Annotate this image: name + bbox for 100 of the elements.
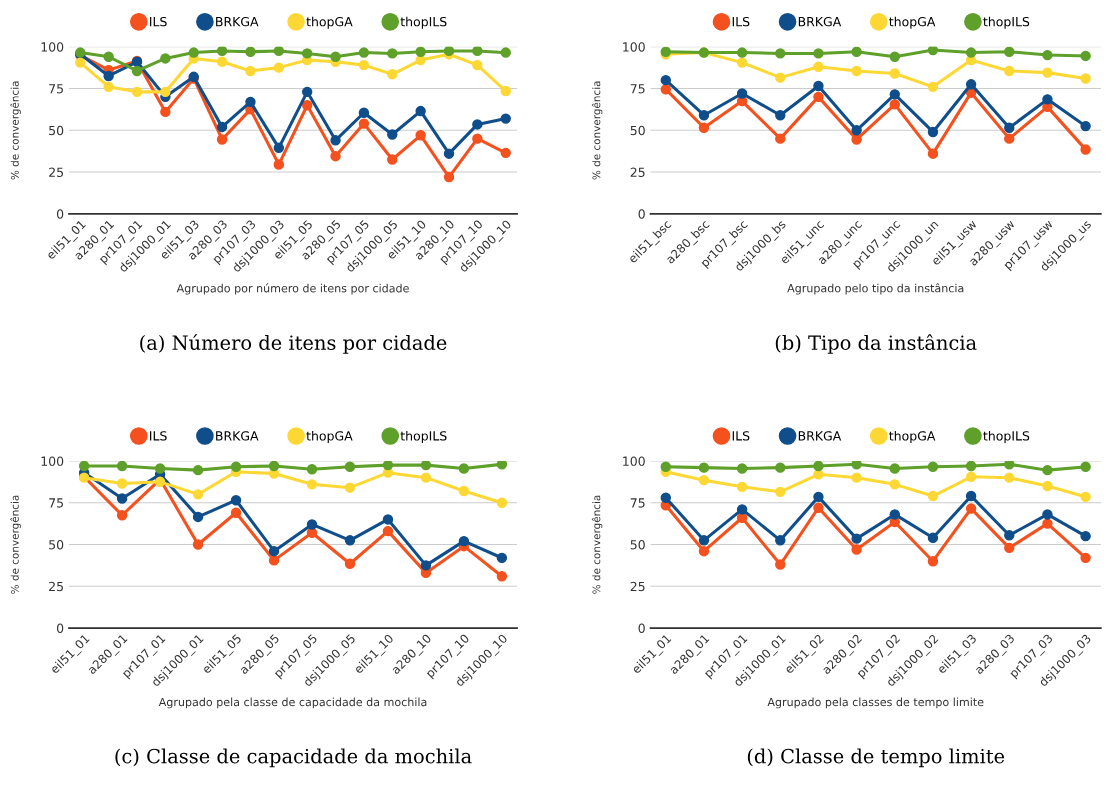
point xyxy=(188,47,199,58)
point xyxy=(344,558,356,569)
legend-label: BRKGA xyxy=(798,16,842,27)
point xyxy=(927,148,939,159)
legend-label: BRKGA xyxy=(216,431,259,441)
point xyxy=(1080,73,1091,84)
point xyxy=(1080,552,1091,564)
point xyxy=(344,482,356,493)
legend-label: thopGA xyxy=(889,16,936,29)
point xyxy=(358,107,370,118)
point xyxy=(330,150,341,162)
point xyxy=(1004,542,1015,554)
point xyxy=(965,47,977,58)
point xyxy=(387,129,398,140)
point xyxy=(698,122,710,133)
point xyxy=(1004,530,1015,541)
point xyxy=(851,65,862,77)
text: (b) Tipo da instância xyxy=(775,334,977,354)
y-axis-title: % de convergência xyxy=(591,81,603,180)
point xyxy=(927,46,939,56)
point xyxy=(775,486,786,498)
point xyxy=(160,53,171,64)
point xyxy=(458,535,470,547)
legend-label: ILS xyxy=(732,16,750,27)
point xyxy=(736,481,748,493)
point xyxy=(813,502,824,513)
point xyxy=(245,96,256,108)
point xyxy=(889,479,900,490)
legend-label: thopGA xyxy=(306,430,353,444)
point xyxy=(387,154,398,165)
point xyxy=(382,460,394,471)
legend-label: thopILS xyxy=(400,16,447,29)
y-tick-label: 75 xyxy=(49,498,63,508)
y-axis-title: % de convergência xyxy=(591,495,603,594)
point xyxy=(851,544,862,555)
y-tick-label: 75 xyxy=(49,84,63,94)
point xyxy=(420,472,432,483)
point xyxy=(775,133,786,144)
point xyxy=(1042,480,1053,492)
point xyxy=(500,147,511,159)
point xyxy=(889,89,900,100)
point xyxy=(75,57,86,68)
point xyxy=(1004,46,1015,57)
y-tick-label: 25 xyxy=(630,167,645,177)
y-tick-label: 75 xyxy=(630,84,645,94)
point xyxy=(496,497,508,508)
point xyxy=(813,80,824,92)
point xyxy=(415,105,426,117)
point xyxy=(472,46,483,57)
point xyxy=(698,110,710,121)
point xyxy=(301,100,313,111)
point xyxy=(154,463,166,474)
y-axis-title: % de convergência xyxy=(10,81,21,180)
point xyxy=(813,491,824,503)
point xyxy=(387,69,398,80)
point xyxy=(245,65,256,77)
point xyxy=(103,81,114,93)
point xyxy=(103,70,114,82)
point xyxy=(889,51,900,62)
text: (a) Número de itens por cidade xyxy=(140,334,447,354)
point xyxy=(496,552,508,564)
point xyxy=(1042,518,1053,529)
point xyxy=(358,118,370,129)
point xyxy=(245,46,256,57)
y-tick-label: 25 xyxy=(49,167,63,177)
text: (c) Classe de capacidade da mochila xyxy=(115,748,472,768)
point xyxy=(851,460,862,470)
point xyxy=(472,119,483,130)
point xyxy=(420,560,432,571)
point xyxy=(103,51,114,62)
y-tick-label: 0 xyxy=(56,209,64,219)
point xyxy=(851,134,862,145)
point xyxy=(736,463,748,474)
point xyxy=(889,463,900,474)
point xyxy=(965,79,977,90)
point xyxy=(443,148,455,159)
point xyxy=(273,142,285,154)
y-tick-label: 50 xyxy=(49,539,64,550)
point xyxy=(306,479,318,490)
point xyxy=(1042,67,1053,78)
y-tick-label: 0 xyxy=(638,623,645,633)
point xyxy=(192,464,204,476)
point xyxy=(1042,464,1053,476)
legend-label: thopGA xyxy=(306,16,353,29)
y-tick-label: 75 xyxy=(630,498,645,508)
point xyxy=(775,559,786,570)
point xyxy=(775,535,786,546)
point xyxy=(273,62,285,73)
point xyxy=(813,460,824,472)
point xyxy=(965,490,977,502)
point xyxy=(1042,94,1053,105)
point xyxy=(927,556,939,567)
point xyxy=(500,113,511,124)
y-tick-label: 100 xyxy=(623,42,645,52)
point xyxy=(458,463,470,474)
point xyxy=(116,493,128,504)
x-axis-title: Agrupado pela classes de tempo limite xyxy=(767,697,984,709)
point xyxy=(344,535,356,546)
y-tick-label: 100 xyxy=(41,456,64,466)
point xyxy=(301,48,313,59)
